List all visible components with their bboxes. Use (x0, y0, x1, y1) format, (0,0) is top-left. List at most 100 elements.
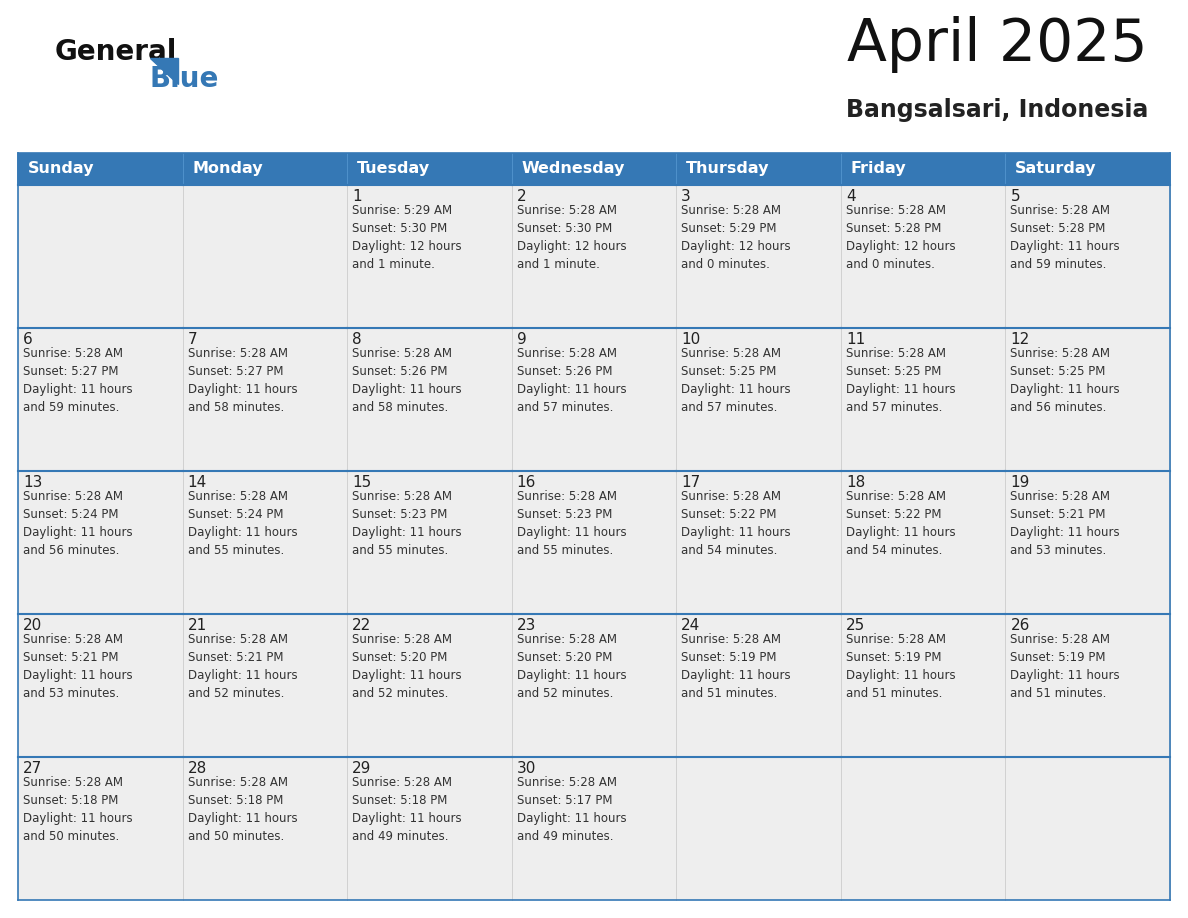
Text: Sunrise: 5:28 AM
Sunset: 5:18 PM
Daylight: 11 hours
and 50 minutes.: Sunrise: 5:28 AM Sunset: 5:18 PM Dayligh… (23, 776, 133, 843)
Text: 15: 15 (352, 475, 372, 490)
Bar (18, 471, 183, 614)
Bar (347, 471, 512, 614)
Text: 24: 24 (681, 618, 701, 633)
Text: Sunrise: 5:28 AM
Sunset: 5:23 PM
Daylight: 11 hours
and 55 minutes.: Sunrise: 5:28 AM Sunset: 5:23 PM Dayligh… (352, 490, 462, 557)
Polygon shape (150, 58, 178, 84)
Text: 9: 9 (517, 332, 526, 347)
Bar (183, 185, 347, 328)
Text: 25: 25 (846, 618, 865, 633)
Text: 17: 17 (681, 475, 701, 490)
Text: 2: 2 (517, 189, 526, 204)
Bar (18, 153, 1170, 185)
Bar (512, 757, 676, 900)
Text: 5: 5 (1011, 189, 1020, 204)
Text: Sunrise: 5:28 AM
Sunset: 5:24 PM
Daylight: 11 hours
and 55 minutes.: Sunrise: 5:28 AM Sunset: 5:24 PM Dayligh… (188, 490, 297, 557)
Text: 21: 21 (188, 618, 207, 633)
Text: Thursday: Thursday (687, 162, 770, 176)
Bar (512, 328, 676, 471)
Text: Sunrise: 5:28 AM
Sunset: 5:25 PM
Daylight: 11 hours
and 57 minutes.: Sunrise: 5:28 AM Sunset: 5:25 PM Dayligh… (681, 347, 791, 414)
Text: 29: 29 (352, 761, 372, 776)
Text: Sunrise: 5:28 AM
Sunset: 5:22 PM
Daylight: 11 hours
and 54 minutes.: Sunrise: 5:28 AM Sunset: 5:22 PM Dayligh… (681, 490, 791, 557)
Text: 27: 27 (23, 761, 43, 776)
Text: Sunrise: 5:28 AM
Sunset: 5:17 PM
Daylight: 11 hours
and 49 minutes.: Sunrise: 5:28 AM Sunset: 5:17 PM Dayligh… (517, 776, 626, 843)
Text: Sunrise: 5:28 AM
Sunset: 5:24 PM
Daylight: 11 hours
and 56 minutes.: Sunrise: 5:28 AM Sunset: 5:24 PM Dayligh… (23, 490, 133, 557)
Text: 7: 7 (188, 332, 197, 347)
Bar (1005, 328, 1170, 471)
Text: Sunrise: 5:28 AM
Sunset: 5:25 PM
Daylight: 11 hours
and 56 minutes.: Sunrise: 5:28 AM Sunset: 5:25 PM Dayligh… (1011, 347, 1120, 414)
Bar (512, 185, 676, 328)
Bar (841, 614, 1005, 757)
Bar (512, 471, 676, 614)
Text: 3: 3 (681, 189, 691, 204)
Text: 6: 6 (23, 332, 33, 347)
Text: 18: 18 (846, 475, 865, 490)
Bar (347, 757, 512, 900)
Text: Sunrise: 5:28 AM
Sunset: 5:26 PM
Daylight: 11 hours
and 57 minutes.: Sunrise: 5:28 AM Sunset: 5:26 PM Dayligh… (517, 347, 626, 414)
Text: Sunrise: 5:29 AM
Sunset: 5:30 PM
Daylight: 12 hours
and 1 minute.: Sunrise: 5:29 AM Sunset: 5:30 PM Dayligh… (352, 204, 462, 271)
Bar (18, 614, 183, 757)
Bar (841, 328, 1005, 471)
Text: Sunrise: 5:28 AM
Sunset: 5:28 PM
Daylight: 11 hours
and 59 minutes.: Sunrise: 5:28 AM Sunset: 5:28 PM Dayligh… (1011, 204, 1120, 271)
Text: Wednesday: Wednesday (522, 162, 625, 176)
Text: General: General (55, 38, 177, 66)
Bar (676, 757, 841, 900)
Text: Friday: Friday (851, 162, 906, 176)
Text: 4: 4 (846, 189, 855, 204)
Text: Bangsalsari, Indonesia: Bangsalsari, Indonesia (846, 98, 1148, 122)
Text: Sunrise: 5:28 AM
Sunset: 5:21 PM
Daylight: 11 hours
and 53 minutes.: Sunrise: 5:28 AM Sunset: 5:21 PM Dayligh… (1011, 490, 1120, 557)
Text: Sunrise: 5:28 AM
Sunset: 5:21 PM
Daylight: 11 hours
and 52 minutes.: Sunrise: 5:28 AM Sunset: 5:21 PM Dayligh… (188, 633, 297, 700)
Text: 12: 12 (1011, 332, 1030, 347)
Bar (512, 614, 676, 757)
Text: Saturday: Saturday (1016, 162, 1097, 176)
Bar (676, 471, 841, 614)
Text: 1: 1 (352, 189, 362, 204)
Bar (183, 614, 347, 757)
Text: Sunrise: 5:28 AM
Sunset: 5:18 PM
Daylight: 11 hours
and 50 minutes.: Sunrise: 5:28 AM Sunset: 5:18 PM Dayligh… (188, 776, 297, 843)
Text: 19: 19 (1011, 475, 1030, 490)
Text: Sunrise: 5:28 AM
Sunset: 5:19 PM
Daylight: 11 hours
and 51 minutes.: Sunrise: 5:28 AM Sunset: 5:19 PM Dayligh… (681, 633, 791, 700)
Bar (841, 471, 1005, 614)
Text: April 2025: April 2025 (847, 16, 1148, 73)
Bar (183, 757, 347, 900)
Bar (841, 757, 1005, 900)
Bar (841, 185, 1005, 328)
Text: 16: 16 (517, 475, 536, 490)
Text: Tuesday: Tuesday (358, 162, 430, 176)
Text: Sunrise: 5:28 AM
Sunset: 5:27 PM
Daylight: 11 hours
and 58 minutes.: Sunrise: 5:28 AM Sunset: 5:27 PM Dayligh… (188, 347, 297, 414)
Bar (183, 471, 347, 614)
Text: Sunrise: 5:28 AM
Sunset: 5:29 PM
Daylight: 12 hours
and 0 minutes.: Sunrise: 5:28 AM Sunset: 5:29 PM Dayligh… (681, 204, 791, 271)
Text: Sunrise: 5:28 AM
Sunset: 5:19 PM
Daylight: 11 hours
and 51 minutes.: Sunrise: 5:28 AM Sunset: 5:19 PM Dayligh… (1011, 633, 1120, 700)
Bar (347, 614, 512, 757)
Text: Sunrise: 5:28 AM
Sunset: 5:28 PM
Daylight: 12 hours
and 0 minutes.: Sunrise: 5:28 AM Sunset: 5:28 PM Dayligh… (846, 204, 955, 271)
Text: Sunrise: 5:28 AM
Sunset: 5:21 PM
Daylight: 11 hours
and 53 minutes.: Sunrise: 5:28 AM Sunset: 5:21 PM Dayligh… (23, 633, 133, 700)
Text: Sunrise: 5:28 AM
Sunset: 5:22 PM
Daylight: 11 hours
and 54 minutes.: Sunrise: 5:28 AM Sunset: 5:22 PM Dayligh… (846, 490, 955, 557)
Text: 22: 22 (352, 618, 372, 633)
Bar (1005, 614, 1170, 757)
Bar (18, 185, 183, 328)
Text: 26: 26 (1011, 618, 1030, 633)
Text: Sunrise: 5:28 AM
Sunset: 5:23 PM
Daylight: 11 hours
and 55 minutes.: Sunrise: 5:28 AM Sunset: 5:23 PM Dayligh… (517, 490, 626, 557)
Bar (18, 153, 1170, 185)
Bar (676, 185, 841, 328)
Bar (676, 614, 841, 757)
Text: Blue: Blue (150, 65, 220, 93)
Text: 11: 11 (846, 332, 865, 347)
Text: Sunrise: 5:28 AM
Sunset: 5:26 PM
Daylight: 11 hours
and 58 minutes.: Sunrise: 5:28 AM Sunset: 5:26 PM Dayligh… (352, 347, 462, 414)
Text: 13: 13 (23, 475, 43, 490)
Text: Sunrise: 5:28 AM
Sunset: 5:19 PM
Daylight: 11 hours
and 51 minutes.: Sunrise: 5:28 AM Sunset: 5:19 PM Dayligh… (846, 633, 955, 700)
Text: 14: 14 (188, 475, 207, 490)
Text: Sunrise: 5:28 AM
Sunset: 5:30 PM
Daylight: 12 hours
and 1 minute.: Sunrise: 5:28 AM Sunset: 5:30 PM Dayligh… (517, 204, 626, 271)
Bar (347, 185, 512, 328)
Text: Sunrise: 5:28 AM
Sunset: 5:20 PM
Daylight: 11 hours
and 52 minutes.: Sunrise: 5:28 AM Sunset: 5:20 PM Dayligh… (352, 633, 462, 700)
Bar (347, 328, 512, 471)
Text: Sunrise: 5:28 AM
Sunset: 5:27 PM
Daylight: 11 hours
and 59 minutes.: Sunrise: 5:28 AM Sunset: 5:27 PM Dayligh… (23, 347, 133, 414)
Bar (18, 757, 183, 900)
Text: Sunrise: 5:28 AM
Sunset: 5:20 PM
Daylight: 11 hours
and 52 minutes.: Sunrise: 5:28 AM Sunset: 5:20 PM Dayligh… (517, 633, 626, 700)
Text: Sunday: Sunday (27, 162, 94, 176)
Bar (18, 328, 183, 471)
Text: 10: 10 (681, 332, 701, 347)
Bar (1005, 757, 1170, 900)
Text: Sunrise: 5:28 AM
Sunset: 5:25 PM
Daylight: 11 hours
and 57 minutes.: Sunrise: 5:28 AM Sunset: 5:25 PM Dayligh… (846, 347, 955, 414)
Text: 30: 30 (517, 761, 536, 776)
Text: 8: 8 (352, 332, 362, 347)
